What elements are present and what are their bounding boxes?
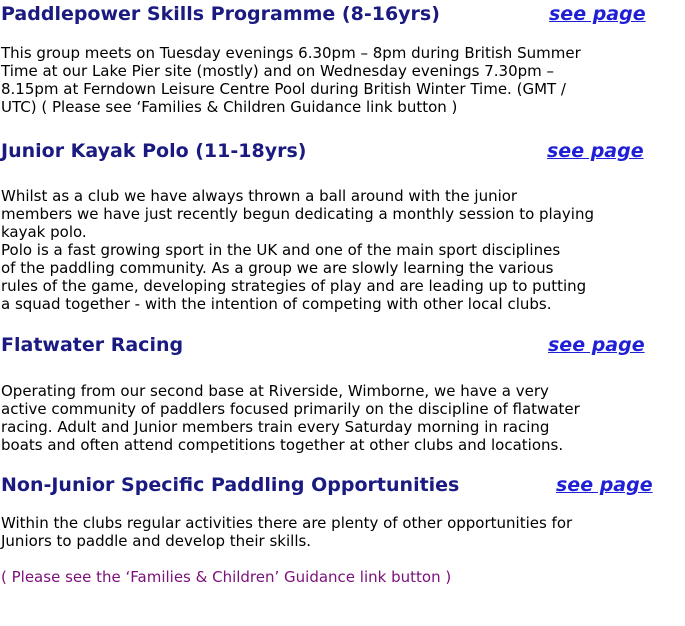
section-heading-paddlepower: Paddlepower Skills Programme (8-16yrs) bbox=[1, 3, 440, 25]
text-line: racing. Adult and Junior members train e… bbox=[1, 418, 550, 436]
families-guidance-note: ( Please see the ‘Families & Children’ G… bbox=[1, 568, 685, 586]
text-line: Whilst as a club we have always thrown a… bbox=[1, 187, 518, 205]
text-line: Within the clubs regular activities ther… bbox=[1, 514, 573, 532]
text-line: UTC) ( Please see ‘Families & Children G… bbox=[1, 98, 458, 116]
text-line: of the paddling community. As a group we… bbox=[1, 259, 554, 277]
see-page-link-non-junior[interactable]: see page bbox=[556, 474, 653, 496]
text-line: 8.15pm at Ferndown Leisure Centre Pool d… bbox=[1, 80, 566, 98]
text-line: ( Please see the ‘Families & Children’ G… bbox=[1, 568, 452, 586]
text-line: Time at our Lake Pier site (mostly) and … bbox=[1, 62, 555, 80]
see-page-link-paddlepower[interactable]: see page bbox=[549, 3, 646, 25]
text-line: a squad together - with the intention of… bbox=[1, 295, 552, 313]
text-line: members we have just recently begun dedi… bbox=[1, 205, 594, 223]
section-heading-junior-kayak-polo: Junior Kayak Polo (11-18yrs) bbox=[1, 140, 307, 162]
paddlepower-description: This group meets on Tuesday evenings 6.3… bbox=[1, 44, 685, 116]
text-line: Polo is a fast growing sport in the UK a… bbox=[1, 241, 561, 259]
flatwater-racing-description: Operating from our second base at Rivers… bbox=[1, 382, 685, 454]
text-line: boats and often attend competitions toge… bbox=[1, 436, 564, 454]
text-line: kayak polo. bbox=[1, 223, 87, 241]
text-line: Operating from our second base at Rivers… bbox=[1, 382, 549, 400]
see-page-link-kayak-polo[interactable]: see page bbox=[547, 140, 644, 162]
text-line: rules of the game, developing strategies… bbox=[1, 277, 587, 295]
text-line: Juniors to paddle and develop their skil… bbox=[1, 532, 312, 550]
text-line: active community of paddlers focused pri… bbox=[1, 400, 580, 418]
kayak-polo-description: Whilst as a club we have always thrown a… bbox=[1, 187, 685, 313]
see-page-link-flatwater-racing[interactable]: see page bbox=[548, 334, 645, 356]
non-junior-description: Within the clubs regular activities ther… bbox=[1, 514, 685, 550]
section-heading-non-junior-opportunities: Non-Junior Specific Paddling Opportuniti… bbox=[1, 474, 460, 496]
section-heading-flatwater-racing: Flatwater Racing bbox=[1, 334, 184, 356]
text-line: This group meets on Tuesday evenings 6.3… bbox=[1, 44, 581, 62]
